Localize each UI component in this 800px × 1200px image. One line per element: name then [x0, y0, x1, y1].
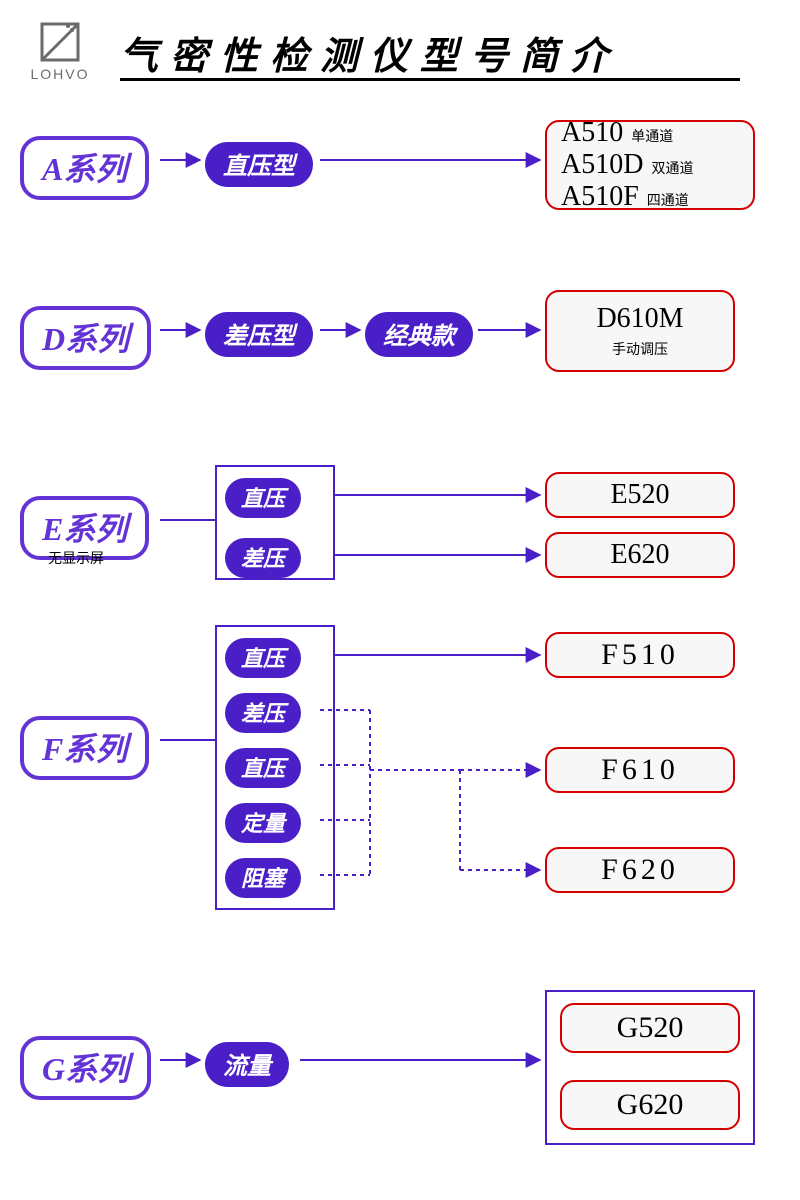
model-a510f: A510F 四通道 [561, 181, 689, 213]
series-f-tag-1: 差压 [225, 693, 301, 733]
series-e-note: 无显示屏 [48, 548, 104, 568]
model-code: A510F [561, 181, 639, 213]
model-code: D610M [596, 303, 683, 335]
series-a-pill: A系列 [20, 136, 149, 200]
series-f-tag-2: 直压 [225, 748, 301, 788]
series-d-tag1: 差压型 [205, 312, 313, 357]
series-e-model-1: E620 [545, 532, 735, 578]
model-desc: 单通道 [631, 126, 673, 146]
model-a510d: A510D 双通道 [561, 149, 693, 181]
series-g-pill: G系列 [20, 1036, 151, 1100]
series-a-tag: 直压型 [205, 142, 313, 187]
model-desc: 手动调压 [612, 339, 668, 359]
series-f-pill: F系列 [20, 716, 149, 780]
series-g-tag: 流量 [205, 1042, 289, 1087]
model-desc: 双通道 [651, 158, 693, 178]
title-underline [120, 78, 740, 81]
series-d-model: D610M 手动调压 [545, 290, 735, 372]
series-f-model-2: F620 [545, 847, 735, 893]
series-f-tag-0: 直压 [225, 638, 301, 678]
series-d-tag2: 经典款 [365, 312, 473, 357]
series-e-model-0: E520 [545, 472, 735, 518]
page-title: 气密性检测仪型号简介 [120, 25, 620, 80]
series-g-model-0: G520 [560, 1003, 740, 1053]
series-e-tag-0: 直压 [225, 478, 301, 518]
series-f-tag-4: 阻塞 [225, 858, 301, 898]
logo-text: LOHVO [30, 66, 90, 82]
series-f-model-0: F510 [545, 632, 735, 678]
series-d-pill: D系列 [20, 306, 151, 370]
model-code: A510D [561, 149, 643, 181]
series-f-model-1: F610 [545, 747, 735, 793]
series-e-tag-1: 差压 [225, 538, 301, 578]
brand-logo: LOHVO [30, 20, 90, 82]
model-a510: A510 单通道 [561, 117, 673, 149]
series-a-models: A510 单通道 A510D 双通道 A510F 四通道 [545, 120, 755, 210]
series-g-model-1: G620 [560, 1080, 740, 1130]
model-desc: 四通道 [647, 190, 689, 210]
series-f-tag-3: 定量 [225, 803, 301, 843]
model-code: A510 [561, 117, 623, 149]
logo-mark-icon [38, 20, 82, 64]
